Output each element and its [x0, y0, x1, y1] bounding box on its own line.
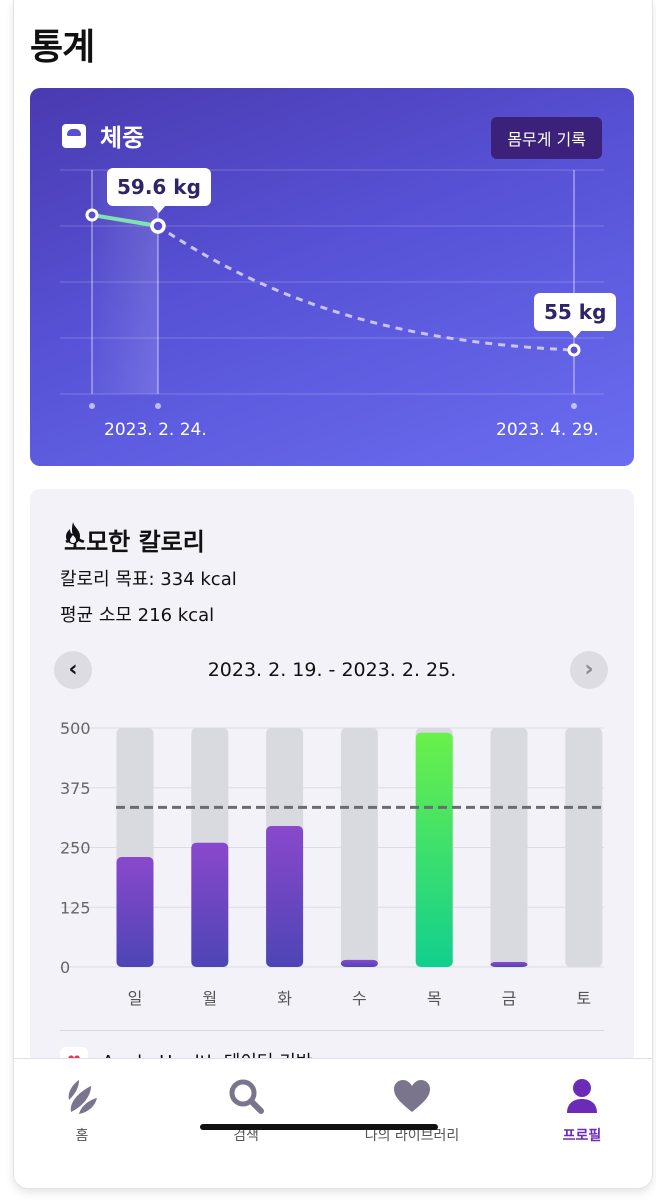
weight-title-row: 체중	[62, 118, 144, 153]
heart-icon	[394, 1080, 430, 1112]
x-tick-label: 월	[202, 989, 217, 1008]
home-indicator	[200, 1124, 438, 1130]
tab-search-label: 검색	[233, 1128, 259, 1144]
bar	[116, 857, 154, 967]
chevron-left-icon: ‹	[68, 657, 78, 682]
search-icon	[229, 1079, 264, 1114]
bar-track	[565, 728, 603, 967]
bar-track	[490, 728, 528, 967]
divider	[60, 1030, 604, 1031]
average-burn-text: 평균 소모 216 kcal	[60, 605, 215, 626]
tab-bar: 홈 검색 나의 라이브러리	[14, 1058, 652, 1188]
tab-library[interactable]: 나의 라이브러리	[352, 1077, 472, 1145]
prev-week-button[interactable]: ‹	[54, 651, 92, 689]
tab-profile-label: 프로필	[562, 1128, 602, 1144]
calorie-goal-text: 칼로리 목표: 334 kcal	[60, 569, 237, 590]
bar	[415, 732, 453, 967]
weight-date-start: 2023. 2. 24.	[104, 420, 207, 440]
x-tick-label: 금	[502, 989, 517, 1008]
calories-title: 소모한 칼로리	[64, 528, 205, 556]
next-week-button[interactable]: ›	[570, 651, 608, 689]
y-tick-label: 125	[60, 898, 91, 917]
flame-icon	[66, 522, 80, 544]
weight-bubble-end: 55 kg	[534, 293, 617, 338]
bar	[340, 959, 378, 967]
page-title: 통계	[30, 27, 95, 68]
y-tick-label: 0	[60, 958, 70, 977]
weight-point-start	[85, 208, 99, 222]
app-screen: 통계 체중 몸무게 기록	[14, 0, 652, 1188]
weight-projection-line	[157, 224, 575, 352]
weight-chart	[60, 169, 604, 409]
selected-range-highlight	[92, 170, 158, 394]
weight-title: 체중	[100, 124, 145, 152]
calories-card: 소모한 칼로리 칼로리 목표: 334 kcal 평균 소모 216 kcal …	[30, 489, 634, 1109]
weight-actual-line	[91, 213, 159, 228]
x-tick-label: 수	[352, 989, 367, 1008]
x-tick-label: 화	[277, 989, 292, 1008]
x-tick-label: 일	[128, 989, 143, 1008]
tab-profile[interactable]: 프로필	[522, 1077, 642, 1145]
weight-point-selected	[150, 218, 166, 234]
profile-icon	[567, 1079, 597, 1113]
calorie-bar-chart: 0 125 250 375 500 일 월 화 수 목 금 토	[60, 719, 606, 1008]
record-weight-button[interactable]: 몸무게 기록	[491, 117, 602, 159]
weight-date-end: 2023. 4. 29.	[496, 420, 599, 440]
tab-home-label: 홈	[75, 1128, 89, 1144]
weight-point-end	[567, 343, 581, 357]
x-tick-label: 토	[576, 989, 591, 1008]
bar	[490, 962, 528, 967]
weight-card[interactable]: 체중 몸무게 기록	[30, 88, 634, 466]
y-tick-label: 375	[60, 779, 91, 798]
scale-icon	[62, 123, 86, 148]
tab-library-label: 나의 라이브러리	[364, 1128, 460, 1144]
tab-search[interactable]: 검색	[186, 1077, 306, 1145]
y-tick-label: 250	[60, 839, 91, 858]
date-range: 2023. 2. 19. - 2023. 2. 25.	[207, 659, 457, 681]
chevron-right-icon: ›	[584, 657, 594, 682]
calories-title-row: 소모한 칼로리	[64, 522, 205, 557]
bar-track	[340, 728, 378, 967]
weight-bubble-start: 59.6 kg	[107, 168, 211, 213]
x-tick-label: 목	[427, 989, 442, 1008]
tab-home[interactable]: 홈	[22, 1077, 142, 1145]
y-tick-label: 500	[60, 719, 91, 738]
bar	[191, 842, 229, 967]
bar	[266, 825, 304, 967]
home-leaf-icon	[68, 1080, 97, 1114]
